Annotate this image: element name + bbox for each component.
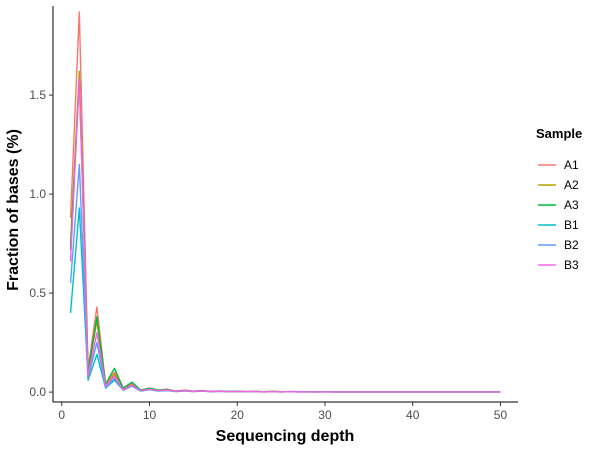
series-line-a1 <box>69 11 501 393</box>
y-tick-label: 0.5 <box>29 286 46 300</box>
x-tick-label: 50 <box>494 408 508 422</box>
legend-label-b1: B1 <box>564 218 579 232</box>
x-axis-title: Sequencing depth <box>216 428 355 445</box>
y-tick-label: 1.5 <box>29 88 46 102</box>
x-tick-label: 10 <box>143 408 157 422</box>
plot-lines <box>69 11 501 393</box>
x-tick-label: 20 <box>231 408 245 422</box>
x-tick-label: 30 <box>318 408 332 422</box>
legend-label-a2: A2 <box>564 178 579 192</box>
y-tick-label: 0.0 <box>29 385 46 399</box>
series-line-b2 <box>69 163 501 393</box>
x-ticks: 0 10 20 30 40 50 <box>58 402 507 422</box>
x-tick-label: 40 <box>406 408 420 422</box>
series-line-a2 <box>69 70 501 393</box>
series-line-b1 <box>69 207 501 393</box>
legend-label-a1: A1 <box>564 158 579 172</box>
legend-label-b3: B3 <box>564 258 579 272</box>
y-tick-label: 1.0 <box>29 187 46 201</box>
legend-label-b2: B2 <box>564 238 579 252</box>
series-line-b3 <box>69 78 501 393</box>
legend: Sample A1 A2 A3 B1 B2 B3 <box>536 126 582 272</box>
x-tick-label: 0 <box>58 408 65 422</box>
legend-title: Sample <box>536 126 582 141</box>
series-line-a3 <box>69 78 501 393</box>
y-ticks: 0.0 0.5 1.0 1.5 <box>29 88 53 399</box>
y-axis-title: Fraction of bases (%) <box>5 129 22 291</box>
legend-label-a3: A3 <box>564 198 579 212</box>
